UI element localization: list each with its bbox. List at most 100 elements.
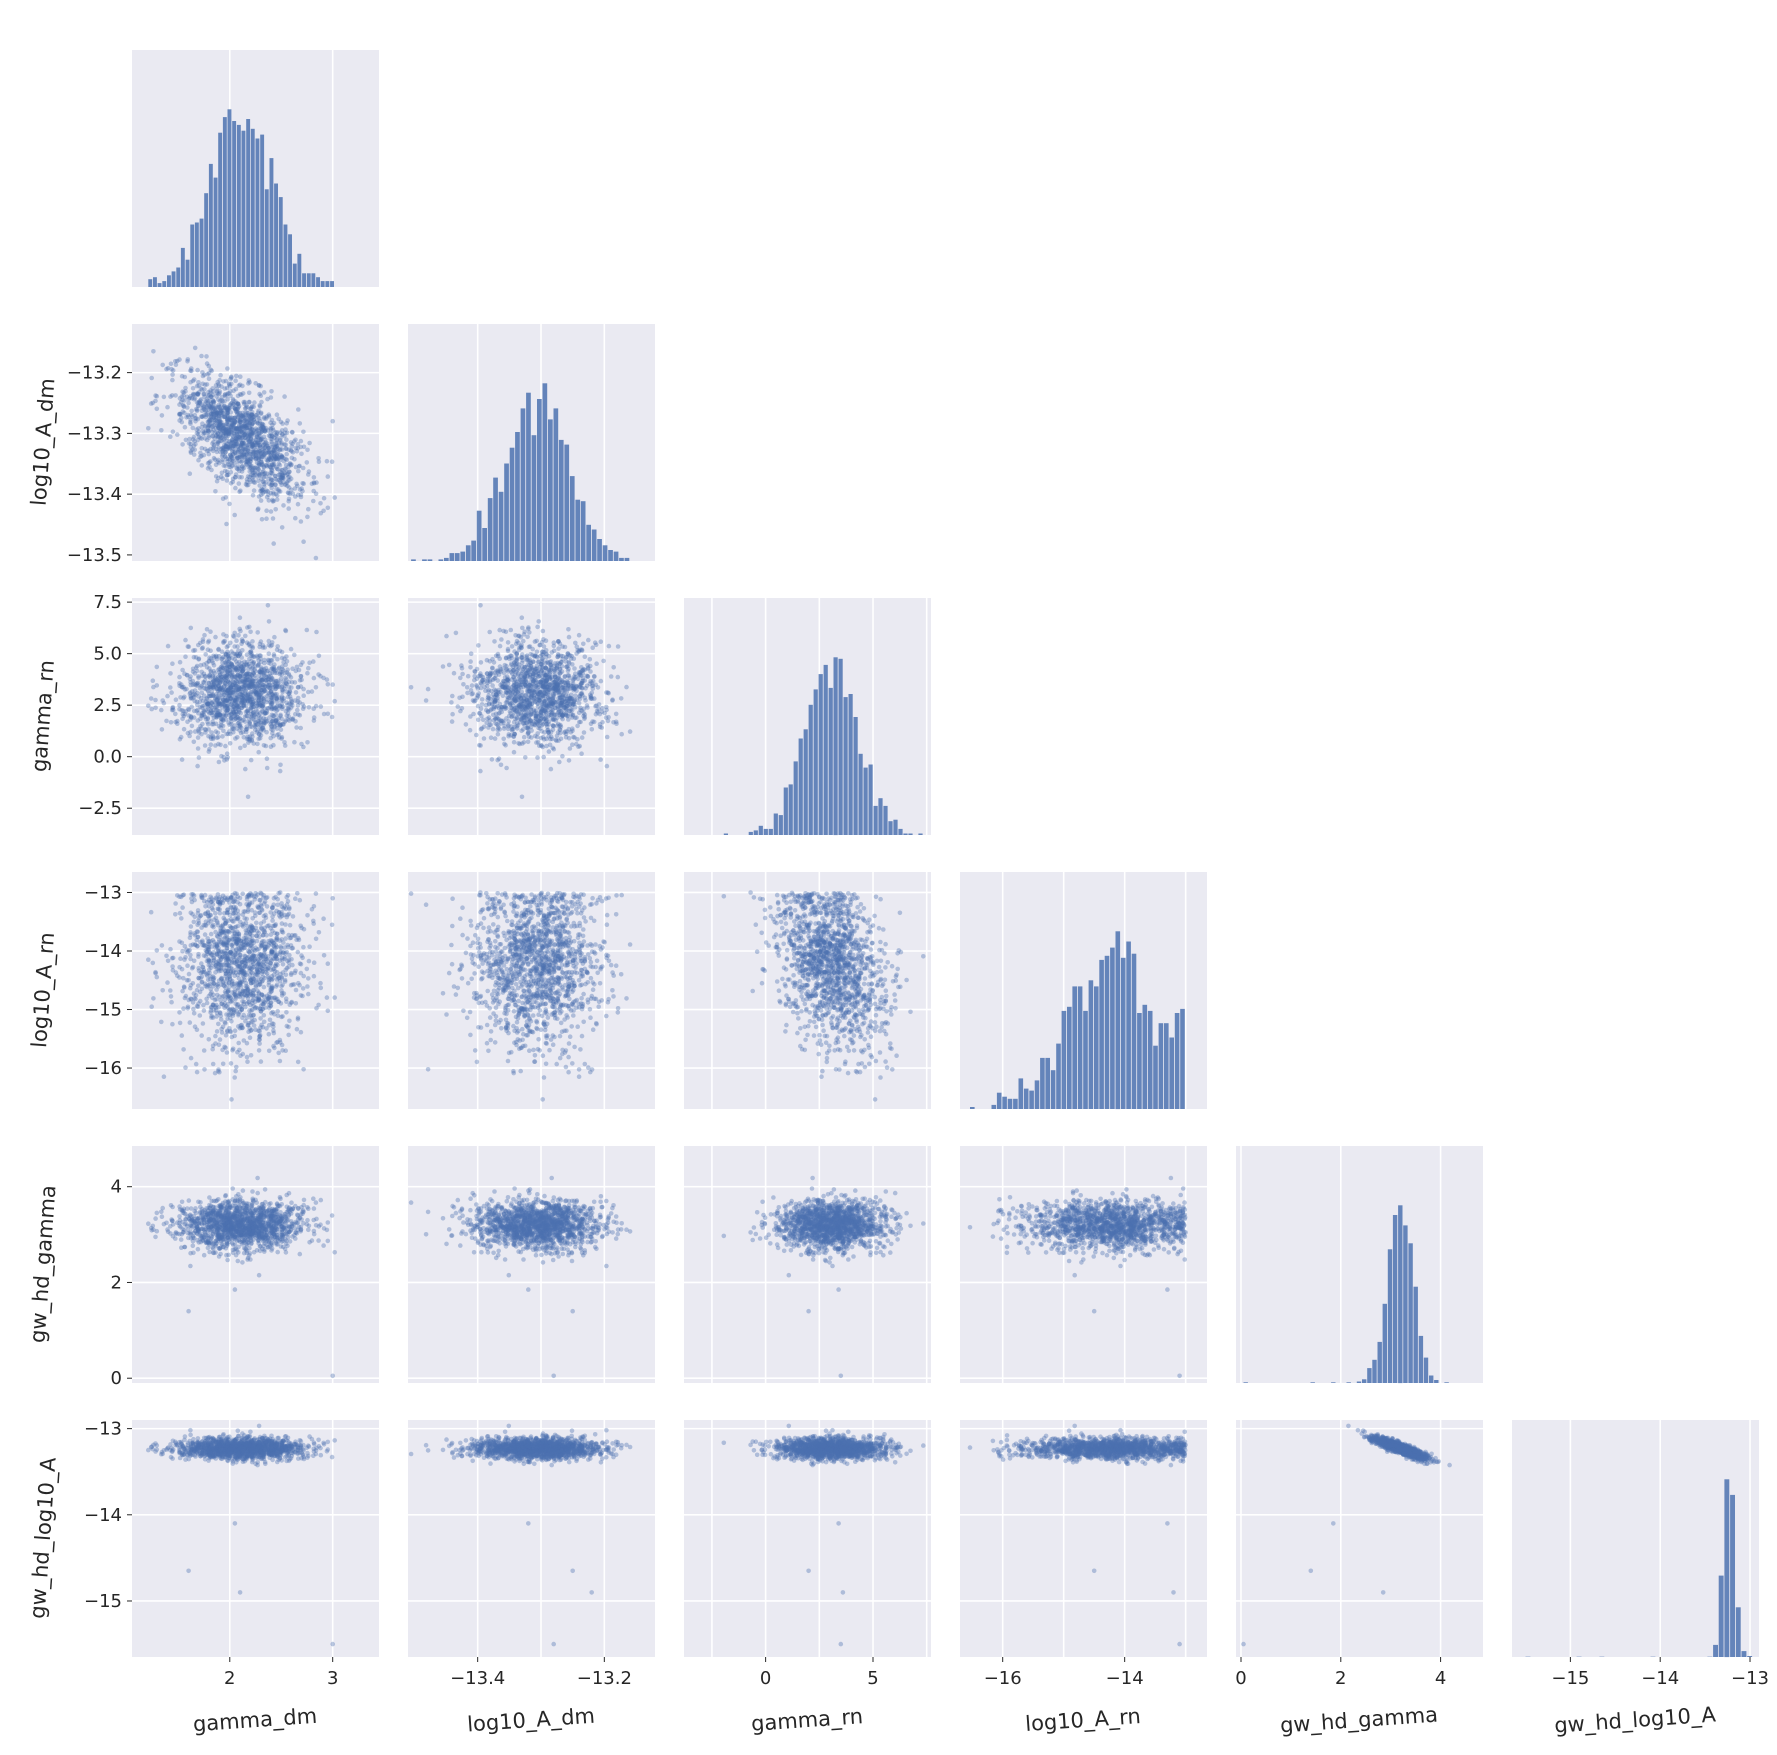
scatter-point	[284, 451, 290, 457]
scatter-point	[221, 425, 226, 431]
scatter-point	[578, 707, 583, 713]
scatter-point	[233, 426, 238, 432]
histogram-bar	[302, 273, 306, 287]
scatter-point	[199, 353, 204, 359]
scatter-point	[177, 411, 182, 417]
scatter-point	[149, 706, 154, 712]
scatter-point	[230, 447, 235, 453]
scatter-point	[214, 441, 220, 447]
scatter-point	[213, 462, 219, 468]
scatter-point	[545, 687, 550, 692]
histogram-bar	[903, 833, 908, 835]
scatter-point	[255, 681, 261, 687]
scatter-point	[472, 669, 478, 675]
scatter-point	[285, 899, 291, 904]
scatter-point	[509, 688, 514, 694]
scatter-point	[241, 451, 247, 457]
scatter-point	[252, 400, 257, 405]
scatter-point	[248, 435, 254, 441]
histogram-bar	[269, 158, 274, 287]
scatter-point	[226, 456, 231, 462]
scatter-point	[237, 417, 243, 423]
scatter-point	[284, 457, 290, 463]
scatter-point	[587, 657, 593, 662]
scatter-point	[151, 349, 156, 354]
scatter-point	[232, 426, 237, 431]
scatter-point	[154, 406, 160, 412]
scatter-point	[258, 639, 264, 644]
scatter-point	[241, 399, 246, 405]
scatter-point	[237, 626, 242, 632]
scatter-point	[474, 683, 479, 688]
scatter-point	[246, 381, 251, 386]
scatter-point	[516, 741, 521, 746]
scatter-point	[259, 429, 265, 435]
scatter-point	[270, 516, 276, 521]
scatter-point	[546, 697, 552, 703]
scatter-point	[248, 435, 254, 440]
scatter-point	[321, 508, 326, 514]
histogram-bar	[246, 119, 251, 287]
scatter-point	[329, 714, 335, 720]
histogram-bar	[753, 830, 758, 835]
histogram-bar	[823, 664, 828, 835]
scatter-point	[259, 486, 264, 492]
histogram-bar	[838, 658, 843, 835]
scatter-point	[534, 672, 540, 678]
scatter-point	[268, 477, 274, 482]
scatter-point	[211, 668, 217, 674]
scatter-point	[251, 450, 257, 455]
scatter-point	[256, 440, 261, 446]
scatter-point	[232, 443, 238, 448]
scatter-point	[246, 716, 252, 722]
scatter-point	[242, 743, 247, 748]
scatter-point	[272, 634, 277, 640]
scatter-point	[492, 736, 498, 741]
scatter-point	[265, 668, 271, 673]
scatter-point	[192, 681, 197, 687]
scatter-point	[534, 740, 539, 745]
scatter-point	[213, 383, 219, 388]
scatter-point	[250, 645, 256, 651]
scatter-point	[513, 705, 518, 711]
scatter-point	[498, 762, 504, 768]
scatter-point	[238, 454, 243, 460]
scatter-point	[233, 485, 238, 491]
scatter-point	[150, 960, 156, 966]
scatter-point	[284, 437, 289, 443]
scatter-point	[264, 464, 270, 469]
scatter-point	[520, 727, 526, 732]
scatter-point	[179, 708, 185, 713]
scatter-point	[557, 759, 562, 765]
scatter-point	[224, 521, 229, 527]
scatter-point	[180, 409, 186, 414]
scatter-point	[292, 652, 297, 658]
scatter-point	[194, 427, 199, 432]
scatter-point	[292, 456, 297, 462]
scatter-point	[276, 731, 281, 737]
histogram-bar	[325, 281, 330, 287]
scatter-point	[235, 1049, 240, 1055]
scatter-point	[271, 491, 276, 497]
scatter-point	[211, 710, 217, 716]
scatter-point	[237, 382, 243, 388]
scatter-point	[217, 390, 222, 396]
scatter-point	[191, 434, 197, 440]
scatter-point	[270, 477, 275, 483]
scatter-point	[250, 467, 256, 472]
scatter-point	[290, 703, 295, 708]
scatter-point	[231, 388, 236, 394]
scatter-point	[217, 1037, 223, 1042]
scatter-point	[206, 376, 212, 382]
scatter-point	[244, 652, 250, 658]
scatter-point	[285, 418, 290, 423]
scatter-point	[485, 676, 490, 682]
scatter-point	[261, 390, 267, 395]
scatter-point	[305, 447, 310, 453]
scatter-point	[277, 447, 283, 453]
scatter-point	[237, 489, 242, 495]
scatter-point	[521, 720, 527, 726]
scatter-point	[560, 653, 566, 659]
scatter-point	[200, 645, 205, 650]
scatter-point	[277, 489, 283, 494]
